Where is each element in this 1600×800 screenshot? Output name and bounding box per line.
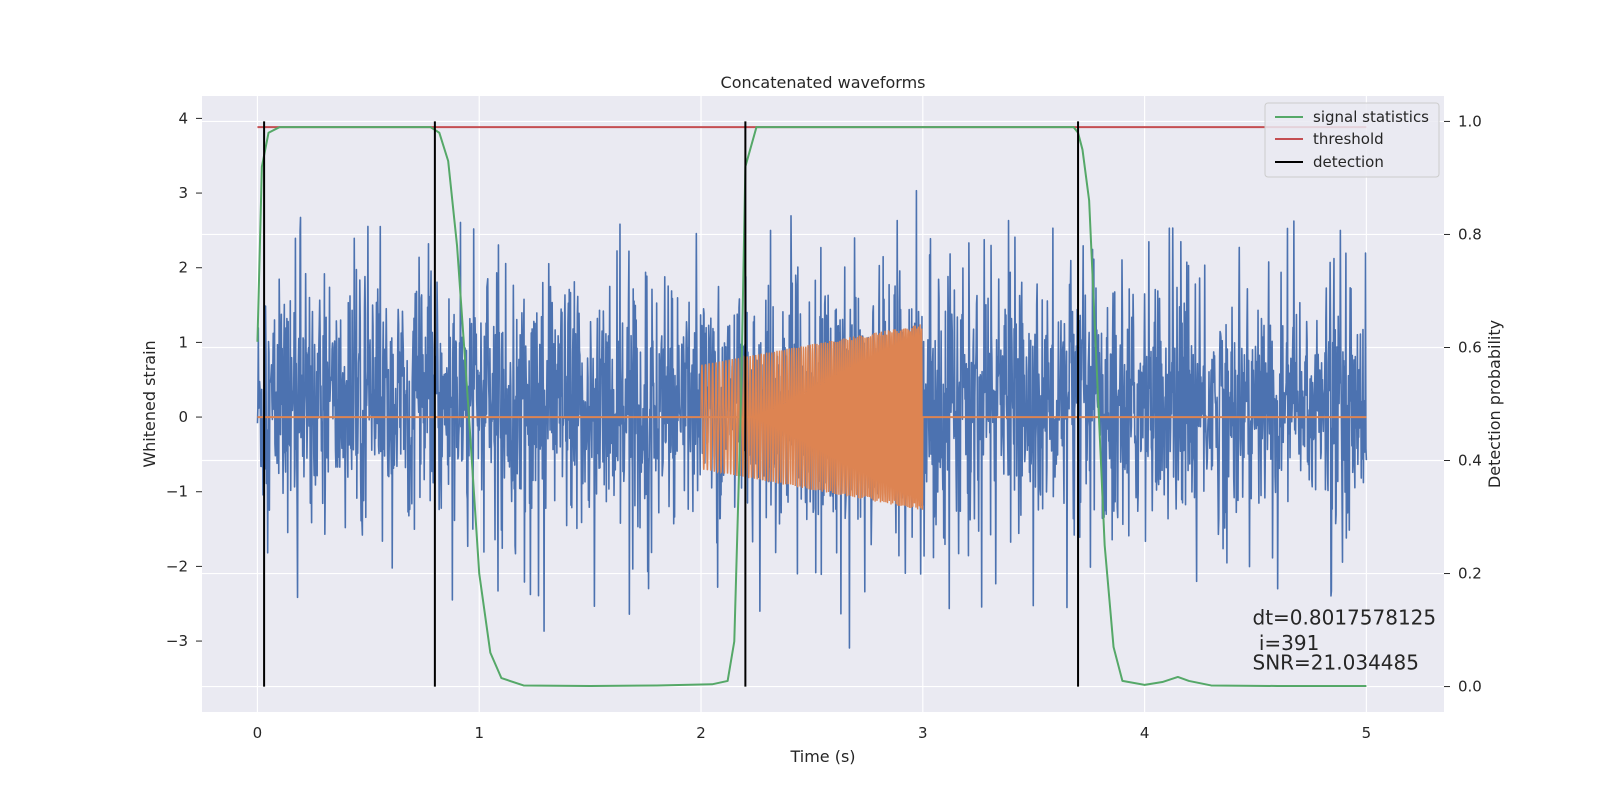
y-tick-label: −1 (166, 483, 188, 501)
y2-tick-label: 0.8 (1458, 225, 1482, 243)
ticks: 0 1 2 3 4 5 4 3 2 1 0 −1 −2 −3 1.0 0.8 0.6 0.4 0.2 0.0 (166, 109, 1482, 742)
legend-label-signal-statistics: signal statistics (1313, 108, 1429, 126)
y2-axis-label: Detection probability (1485, 320, 1504, 488)
legend-label-threshold: threshold (1313, 130, 1384, 148)
y-axis-label: Whitened strain (140, 340, 159, 467)
annotation-snr: SNR=21.034485 (1253, 651, 1419, 675)
y-tick-label: 1 (178, 333, 188, 351)
legend: signal statistics threshold detection (1264, 102, 1440, 178)
legend-label-detection: detection (1313, 153, 1384, 171)
x-axis-label: Time (s) (789, 747, 855, 766)
y-tick-label: 0 (178, 408, 188, 426)
x-tick-label: 5 (1362, 724, 1372, 742)
legend-box (1264, 102, 1440, 178)
annotations: dt=0.8017578125 i=391 SNR=21.034485 (1253, 605, 1437, 674)
data-layer (256, 121, 1368, 687)
x-tick-label: 0 (253, 724, 263, 742)
series-line-signal-statistics (256, 126, 1367, 687)
y2-tick-label: 0.0 (1458, 678, 1482, 696)
x-tick-label: 1 (474, 724, 484, 742)
y-tick-label: −2 (166, 557, 188, 575)
x-tick-label: 4 (1140, 724, 1150, 742)
annotation-dt: dt=0.8017578125 (1253, 605, 1437, 629)
x-tick-label: 3 (918, 724, 928, 742)
y2-tick-label: 0.2 (1458, 565, 1482, 583)
x-tick-label: 2 (696, 724, 706, 742)
y2-tick-label: 1.0 (1458, 112, 1482, 130)
y-tick-label: 4 (178, 109, 188, 127)
y-tick-label: 3 (178, 184, 188, 202)
y-tick-label: −3 (166, 632, 188, 650)
y2-tick-label: 0.6 (1458, 338, 1482, 356)
y2-tick-label: 0.4 (1458, 452, 1482, 470)
y-tick-label: 2 (178, 259, 188, 277)
annotation-index: i=391 (1253, 631, 1320, 655)
series-line-chirp (700, 324, 924, 510)
chart-title: Concatenated waveforms (721, 73, 926, 92)
